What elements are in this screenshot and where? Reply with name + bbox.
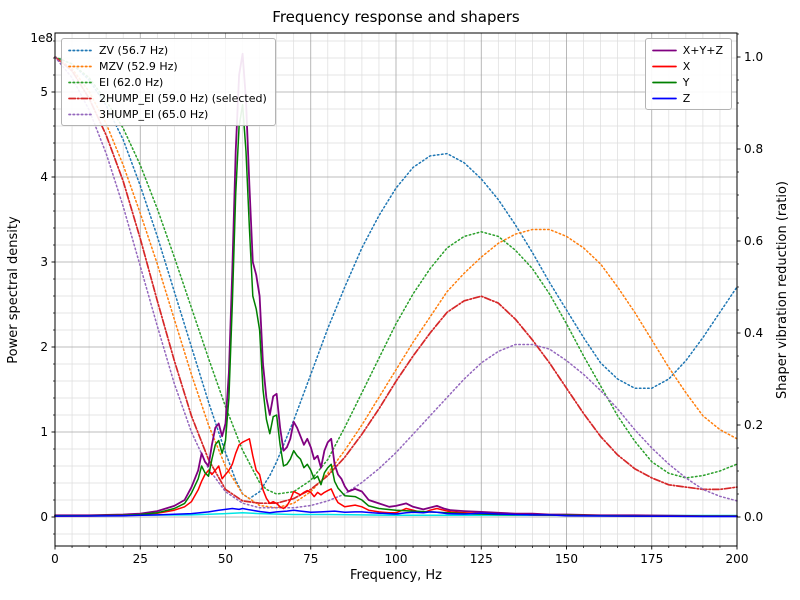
legend-item: EI (62.0 Hz) bbox=[68, 74, 267, 90]
legend-line-sample-icon bbox=[68, 113, 93, 115]
y-right-tick-label: 0.2 bbox=[744, 418, 763, 432]
x-tick-label: 50 bbox=[218, 552, 233, 566]
legend-item: 2HUMP_EI (59.0 Hz) (selected) bbox=[68, 90, 267, 106]
y-axis-left-label: Power spectral density bbox=[6, 216, 21, 364]
x-tick-label: 75 bbox=[303, 552, 318, 566]
y-right-tick-label: 0.8 bbox=[744, 142, 763, 156]
series-psd-z bbox=[54, 507, 738, 518]
legend-item-label: X bbox=[682, 59, 691, 73]
y-left-tick-label: 5 bbox=[40, 85, 48, 99]
x-tick-label: 150 bbox=[555, 552, 578, 566]
y-left-tick-label: 1 bbox=[40, 425, 48, 439]
legend-line-sample-icon bbox=[68, 65, 93, 67]
legend-item-label: X+Y+Z bbox=[682, 43, 723, 57]
series-psd-sum bbox=[54, 52, 738, 517]
legend-item: X bbox=[651, 58, 723, 74]
legend-line-sample-icon bbox=[651, 97, 677, 99]
legend-item: Y bbox=[651, 74, 723, 90]
legend-line-sample-icon bbox=[68, 81, 93, 83]
y-left-tick-label: 3 bbox=[40, 255, 48, 269]
y-axis-offset-label: 1e8 bbox=[30, 31, 53, 45]
plot-series bbox=[54, 52, 738, 518]
series-ei bbox=[54, 56, 738, 495]
legend-item-label: Y bbox=[682, 75, 690, 89]
legend-item: ZV (56.7 Hz) bbox=[68, 42, 267, 58]
x-tick-label: 0 bbox=[51, 552, 59, 566]
series-psd-y bbox=[54, 104, 738, 518]
chart-title: Frequency response and shapers bbox=[272, 8, 520, 26]
series-psd-x bbox=[54, 438, 738, 518]
x-tick-label: 125 bbox=[470, 552, 493, 566]
legend-item-label: 2HUMP_EI (59.0 Hz) (selected) bbox=[99, 91, 267, 105]
legend-shapers: ZV (56.7 Hz) MZV (52.9 Hz) EI (62.0 Hz) 2HU… bbox=[61, 38, 276, 126]
y-left-tick-label: 0 bbox=[40, 510, 48, 524]
legend-line-sample-icon bbox=[68, 49, 93, 51]
legend-item: X+Y+Z bbox=[651, 42, 723, 58]
legend-item: Z bbox=[651, 90, 723, 106]
axes: 0 25 50 75 100 125 150 175 200 0 1 2 3 4 5 0.0 0.2 0.4 0.6… bbox=[40, 32, 763, 566]
legend-psd: X+Y+Z X Y Z bbox=[644, 38, 732, 110]
x-axis-label: Frequency, Hz bbox=[350, 568, 442, 583]
y-right-tick-label: 0.0 bbox=[744, 510, 763, 524]
y-left-tick-label: 4 bbox=[40, 170, 48, 184]
legend-item: 3HUMP_EI (65.0 Hz) bbox=[68, 106, 267, 122]
x-tick-label: 100 bbox=[385, 552, 408, 566]
series-mzv bbox=[54, 56, 738, 509]
y-right-tick-label: 0.6 bbox=[744, 234, 763, 248]
x-tick-label: 25 bbox=[133, 552, 148, 566]
series-hump3-ei bbox=[54, 56, 738, 509]
series-zv bbox=[54, 56, 738, 500]
legend-item-label: ZV (56.7 Hz) bbox=[99, 43, 169, 57]
y-right-tick-label: 0.4 bbox=[744, 326, 763, 340]
legend-line-sample-icon bbox=[651, 49, 677, 51]
x-tick-label: 200 bbox=[726, 552, 749, 566]
x-tick-label: 175 bbox=[640, 552, 663, 566]
legend-item-label: EI (62.0 Hz) bbox=[99, 75, 164, 89]
legend-line-sample-icon bbox=[651, 65, 677, 67]
legend-line-sample-icon bbox=[68, 97, 93, 99]
legend-line-sample-icon bbox=[651, 81, 677, 83]
y-left-tick-label: 2 bbox=[40, 340, 48, 354]
y-right-tick-label: 1.0 bbox=[744, 50, 763, 64]
legend-item-label: Z bbox=[682, 91, 691, 105]
series-hump2-ei bbox=[54, 56, 738, 505]
y-axis-right-label: Shaper vibration reduction (ratio) bbox=[775, 181, 790, 399]
legend-item: MZV (52.9 Hz) bbox=[68, 58, 267, 74]
legend-item-label: 3HUMP_EI (65.0 Hz) bbox=[99, 107, 209, 121]
legend-item-label: MZV (52.9 Hz) bbox=[99, 59, 178, 73]
